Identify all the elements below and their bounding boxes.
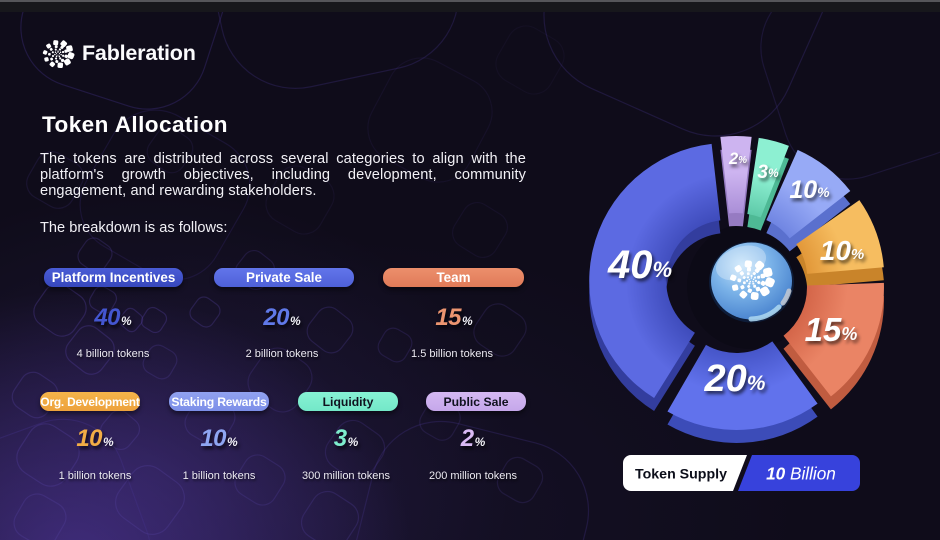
svg-text:10 Billion: 10 Billion [766, 464, 836, 484]
svg-text:10%: 10% [820, 235, 865, 266]
svg-text:20%: 20% [704, 358, 766, 400]
svg-text:3%: 3% [757, 162, 779, 183]
svg-text:2%: 2% [728, 150, 747, 168]
svg-text:Token Supply: Token Supply [635, 467, 727, 483]
svg-text:15%: 15% [805, 311, 858, 348]
